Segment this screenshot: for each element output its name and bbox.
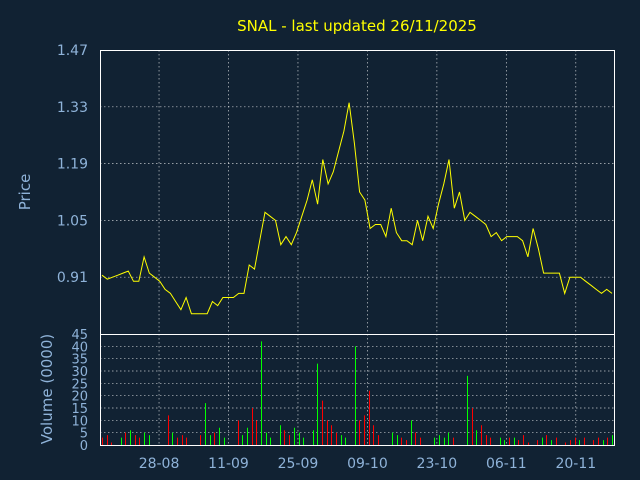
chart-title: SNAL - last updated 26/11/2025: [237, 17, 477, 35]
volume-grid: [100, 334, 614, 445]
price-tick-label: 1.47: [57, 43, 88, 59]
price-tick-label: 1.33: [57, 100, 88, 116]
volume-panel-frame: [100, 334, 615, 446]
price-panel-frame: [100, 50, 615, 335]
volume-tick-label: 35: [71, 353, 88, 368]
volume-tick-label: 5: [80, 427, 88, 442]
x-tick-label: 11-09: [208, 456, 249, 472]
x-tick-label: 28-08: [139, 456, 180, 472]
price-tick-label: 1.19: [57, 157, 88, 173]
x-tick-label: 25-09: [278, 456, 319, 472]
volume-bars: [102, 341, 613, 445]
price-tick-label: 1.05: [57, 213, 88, 229]
volume-tick-label: 40: [71, 340, 88, 355]
volume-axis-label: Volume (0000): [38, 334, 56, 444]
volume-tick-label: 20: [71, 390, 88, 405]
x-ticks: 28-08 11-09 25-09 09-10 23-10 06-11 20-11: [139, 456, 596, 472]
x-tick-label: 06-11: [486, 456, 527, 472]
price-series-line: [101, 102, 613, 315]
volume-tick-label: 10: [71, 414, 88, 429]
price-y-ticks: 0.91 1.05 1.19 1.33 1.47: [57, 43, 88, 286]
volume-tick-label: 45: [71, 328, 88, 343]
x-tick-label: 23-10: [417, 456, 458, 472]
volume-tick-label: 0: [80, 439, 88, 454]
x-tick-label: 20-11: [555, 456, 596, 472]
volume-tick-label: 15: [71, 402, 88, 417]
volume-tick-label: 30: [71, 365, 88, 380]
volume-tick-label: 25: [71, 377, 88, 392]
price-grid: [100, 50, 614, 334]
price-tick-label: 0.91: [57, 270, 88, 286]
x-tick-label: 09-10: [347, 456, 388, 472]
price-axis-label: Price: [16, 174, 34, 211]
